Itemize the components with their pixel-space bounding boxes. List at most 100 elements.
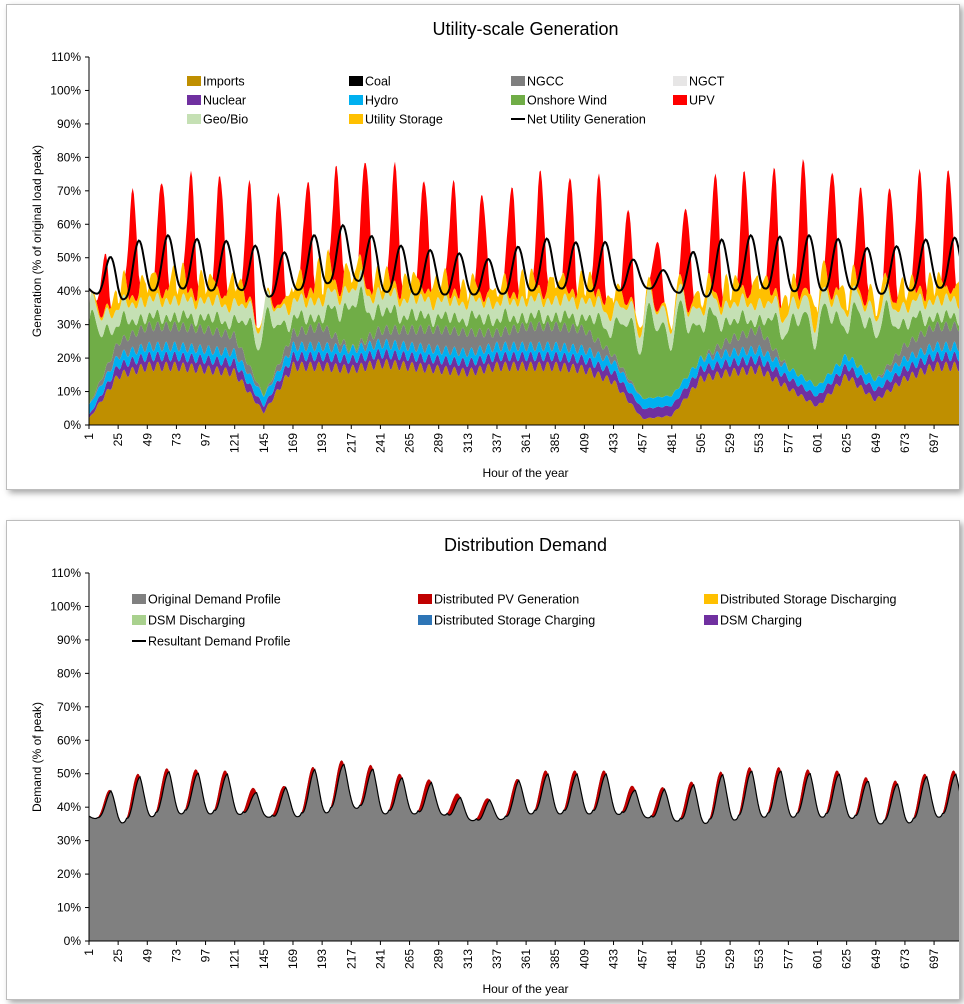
utility-legend-item: UPV bbox=[673, 94, 715, 108]
utility-x-tick-label: 337 bbox=[490, 433, 504, 453]
utility-legend-swatch bbox=[349, 76, 363, 86]
utility-y-tick-label: 110% bbox=[51, 50, 81, 64]
demand-x-tick-label: 625 bbox=[840, 949, 854, 969]
utility-x-tick-label: 73 bbox=[169, 433, 183, 447]
utility-x-tick-label: 313 bbox=[461, 433, 475, 453]
utility-legend-label: Geo/Bio bbox=[203, 113, 248, 127]
demand-x-tick-label: 529 bbox=[723, 949, 737, 969]
utility-x-tick-label: 25 bbox=[111, 433, 125, 447]
utility-legend-item: Hydro bbox=[349, 94, 398, 108]
demand-y-tick-label: 30% bbox=[57, 834, 81, 848]
utility-legend-item: NGCT bbox=[673, 75, 725, 89]
demand-legend-swatch bbox=[418, 615, 432, 625]
demand-x-tick-label: 217 bbox=[344, 949, 358, 969]
utility-x-axis-label: Hour of the year bbox=[482, 466, 568, 480]
utility-legend-item: Nuclear bbox=[187, 94, 246, 108]
series-area-ngcc bbox=[89, 321, 962, 405]
demand-legend-label: DSM Charging bbox=[720, 614, 802, 628]
utility-x-tick-label: 241 bbox=[373, 433, 387, 453]
demand-x-tick-label: 265 bbox=[403, 949, 417, 969]
demand-x-tick-label: 457 bbox=[636, 949, 650, 969]
utility-y-tick-label: 70% bbox=[57, 184, 81, 198]
demand-x-tick-label: 313 bbox=[461, 949, 475, 969]
demand-x-tick-label: 649 bbox=[869, 949, 883, 969]
utility-x-tick-label: 457 bbox=[636, 433, 650, 453]
demand-legend-item: Distributed PV Generation bbox=[418, 593, 579, 607]
demand-legend-label: Distributed Storage Discharging bbox=[720, 593, 897, 607]
demand-legend-item: Distributed Storage Discharging bbox=[704, 593, 897, 607]
utility-legend-label: Onshore Wind bbox=[527, 94, 607, 108]
utility-legend-swatch bbox=[511, 95, 525, 105]
utility-y-tick-label: 10% bbox=[57, 385, 81, 399]
series-area-upv bbox=[89, 159, 962, 331]
utility-legend-label: Net Utility Generation bbox=[527, 113, 646, 127]
demand-legend-item: Resultant Demand Profile bbox=[132, 635, 290, 649]
utility-legend-item: Utility Storage bbox=[349, 113, 443, 127]
utility-x-tick-label: 649 bbox=[869, 433, 883, 453]
demand-x-tick-label: 385 bbox=[548, 949, 562, 969]
demand-title: Distribution Demand bbox=[444, 535, 607, 555]
demand-legend-label: Distributed Storage Charging bbox=[434, 614, 595, 628]
utility-legend-item: Onshore Wind bbox=[511, 94, 607, 108]
utility-legend-label: NGCT bbox=[689, 75, 725, 89]
demand-x-tick-label: 601 bbox=[811, 949, 825, 969]
utility-y-tick-label: 0% bbox=[64, 418, 82, 432]
demand-y-tick-label: 110% bbox=[51, 566, 81, 580]
demand-x-tick-label: 97 bbox=[199, 949, 213, 963]
demand-legend-label: DSM Discharging bbox=[148, 614, 245, 628]
utility-legend-swatch bbox=[187, 76, 201, 86]
demand-legend-swatch bbox=[704, 615, 718, 625]
utility-y-tick-label: 60% bbox=[57, 217, 81, 231]
series-area-imports bbox=[89, 358, 962, 425]
demand-legend-item: Original Demand Profile bbox=[132, 593, 281, 607]
utility-y-axis-label: Generation (% of original load peak) bbox=[30, 145, 44, 337]
utility-y-tick-label: 20% bbox=[57, 351, 81, 365]
demand-x-tick-label: 193 bbox=[315, 949, 329, 969]
demand-y-tick-label: 60% bbox=[57, 733, 81, 747]
utility-x-tick-label: 505 bbox=[694, 433, 708, 453]
utility-y-tick-label: 50% bbox=[57, 251, 81, 265]
utility-x-tick-label: 193 bbox=[315, 433, 329, 453]
demand-y-tick-label: 70% bbox=[57, 700, 81, 714]
demand-x-axis-label: Hour of the year bbox=[482, 982, 568, 996]
utility-legend-label: NGCC bbox=[527, 75, 564, 89]
demand-x-tick-label: 505 bbox=[694, 949, 708, 969]
demand-x-tick-label: 337 bbox=[490, 949, 504, 969]
utility-x-tick-label: 1 bbox=[82, 433, 96, 440]
demand-x-tick-label: 481 bbox=[665, 949, 679, 969]
demand-legend-item: DSM Discharging bbox=[132, 614, 245, 628]
distribution-demand-panel: Distribution Demand Demand (% of peak) 0% 1… bbox=[6, 520, 963, 1000]
demand-y-tick-label: 40% bbox=[57, 800, 81, 814]
utility-legend-label: UPV bbox=[689, 94, 715, 108]
series-line-net-utility-generation bbox=[88, 223, 963, 301]
utility-x-tick-label: 265 bbox=[403, 433, 417, 453]
demand-legend-swatch bbox=[418, 594, 432, 604]
utility-title: Utility-scale Generation bbox=[432, 19, 618, 39]
utility-y-tick-label: 40% bbox=[57, 284, 81, 298]
utility-x-tick-label: 289 bbox=[432, 433, 446, 453]
demand-legend-item: DSM Charging bbox=[704, 614, 802, 628]
utility-x-tick-label: 625 bbox=[840, 433, 854, 453]
demand-x-tick-label: 361 bbox=[519, 949, 533, 969]
utility-x-tick-label: 385 bbox=[548, 433, 562, 453]
demand-y-tick-label: 10% bbox=[57, 901, 81, 915]
utility-x-tick-label: 529 bbox=[723, 433, 737, 453]
utility-legend-item: Geo/Bio bbox=[187, 113, 248, 127]
utility-legend-label: Hydro bbox=[365, 94, 398, 108]
demand-x-tick-label: 49 bbox=[140, 949, 154, 963]
demand-x-tick-label: 1 bbox=[82, 949, 96, 956]
demand-legend-label: Distributed PV Generation bbox=[434, 593, 579, 607]
utility-legend-label: Utility Storage bbox=[365, 113, 443, 127]
utility-y-tick-label: 80% bbox=[57, 150, 81, 164]
series-area-hydro bbox=[89, 338, 962, 416]
utility-x-tick-label: 553 bbox=[752, 433, 766, 453]
demand-x-tick-label: 289 bbox=[432, 949, 446, 969]
demand-legend-swatch bbox=[132, 594, 146, 604]
demand-x-tick-label: 169 bbox=[286, 949, 300, 969]
demand-x-tick-label: 577 bbox=[781, 949, 795, 969]
utility-generation-chart: Utility-scale Generation Generation (% of… bbox=[30, 19, 963, 480]
utility-legend-swatch bbox=[511, 76, 525, 86]
utility-legend-label: Coal bbox=[365, 75, 391, 89]
demand-y-tick-label: 80% bbox=[57, 666, 81, 680]
